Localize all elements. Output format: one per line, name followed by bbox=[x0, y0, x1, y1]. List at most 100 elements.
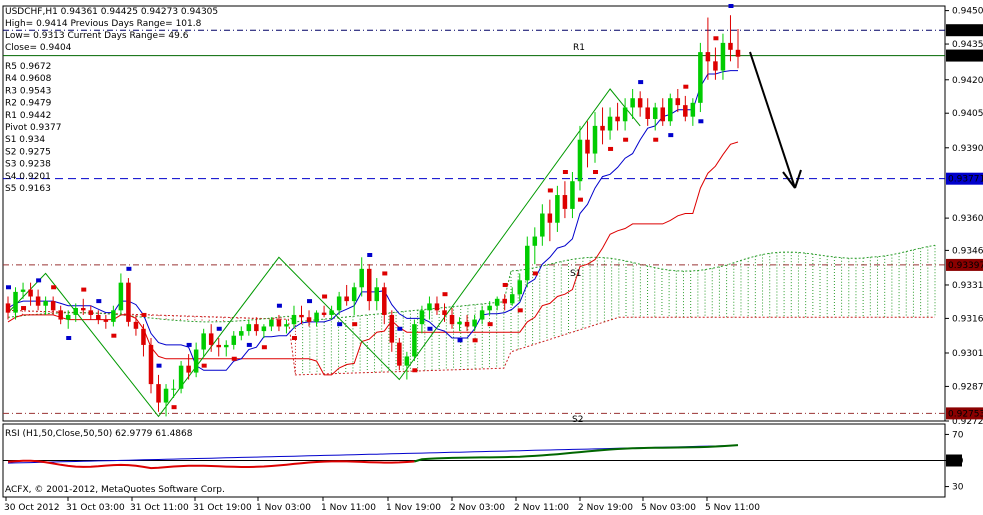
s2-label: S2 bbox=[572, 415, 583, 425]
candle-body bbox=[457, 321, 462, 325]
candle-body bbox=[494, 298, 500, 306]
candle-body bbox=[427, 303, 432, 311]
candle-body bbox=[163, 388, 169, 403]
sar-marker bbox=[517, 308, 523, 313]
pivot-level-label: S1 0.934 bbox=[5, 135, 45, 145]
main-plot-frame bbox=[2, 5, 946, 422]
sar-marker bbox=[728, 4, 734, 8]
price-label: 0.94415 bbox=[948, 26, 983, 36]
sar-marker bbox=[307, 299, 313, 304]
pivot-level-label: R3 0.9543 bbox=[5, 86, 51, 96]
candle-body bbox=[735, 49, 741, 57]
y-tick-label: 0.94355 bbox=[952, 40, 983, 50]
candle-body bbox=[50, 301, 56, 311]
candle-body bbox=[111, 310, 116, 322]
candle-body bbox=[171, 388, 176, 390]
candle-body bbox=[65, 314, 71, 320]
candle-body bbox=[186, 365, 191, 373]
forecast-arrow-head bbox=[782, 169, 802, 189]
rsi-title: RSI (H1,50,Close,50,50) 62.9779 61.4868 bbox=[5, 429, 193, 439]
candle-body bbox=[434, 303, 440, 311]
candle-body bbox=[321, 312, 327, 315]
candle-body bbox=[351, 287, 357, 302]
candle-body bbox=[592, 125, 598, 154]
candle-body bbox=[668, 98, 673, 122]
candles-group bbox=[5, 15, 741, 417]
rsi-level-box bbox=[946, 454, 962, 467]
candle-body bbox=[382, 287, 387, 315]
candle-body bbox=[547, 213, 553, 223]
candle-body bbox=[35, 296, 41, 306]
sar-marker bbox=[96, 299, 102, 304]
pivot-level-label: S3 0.9238 bbox=[5, 160, 51, 170]
candle-body bbox=[239, 331, 244, 336]
candle-body bbox=[705, 52, 711, 62]
sar-marker bbox=[668, 133, 674, 138]
candle-body bbox=[374, 287, 380, 302]
price-label-box bbox=[946, 49, 983, 62]
sar-marker bbox=[472, 338, 478, 343]
candle-body bbox=[555, 195, 560, 223]
candle-body bbox=[299, 314, 304, 318]
rsi-level-label: 50 bbox=[948, 457, 960, 467]
price-label-box bbox=[946, 172, 983, 185]
x-tick-label: 31 Oct 03:00 bbox=[66, 503, 125, 513]
candle-body bbox=[645, 107, 650, 119]
candle-body bbox=[472, 319, 477, 327]
candle-body bbox=[96, 314, 101, 320]
header-high: High= 0.9414 Previous Days Range= 101.8 bbox=[5, 19, 202, 29]
candle-body bbox=[133, 321, 139, 329]
sar-marker bbox=[186, 342, 192, 347]
candle-body bbox=[698, 52, 703, 103]
candle-body bbox=[344, 296, 349, 302]
y-tick-label: 0.94055 bbox=[952, 109, 983, 119]
candle-body bbox=[359, 268, 364, 288]
sar-marker bbox=[126, 266, 132, 271]
x-tick-label: 5 Nov 11:00 bbox=[705, 503, 760, 513]
pivot-level-label: Pivot 0.9377 bbox=[5, 123, 61, 133]
kijun-line bbox=[7, 141, 739, 376]
x-tick-label: 30 Oct 2012 bbox=[4, 503, 60, 513]
candle-body bbox=[713, 61, 718, 71]
candle-body bbox=[43, 301, 48, 306]
x-tick-label: 31 Oct 19:00 bbox=[193, 503, 252, 513]
sar-marker bbox=[337, 322, 343, 327]
candle-body bbox=[464, 321, 470, 327]
sar-marker bbox=[111, 333, 117, 338]
sar-marker bbox=[683, 84, 689, 89]
price-label: 0.93397 bbox=[948, 261, 983, 271]
sar-marker bbox=[276, 303, 282, 308]
header-symbol: USDCHF,H1 0.94361 0.94425 0.94273 0.9430… bbox=[5, 7, 218, 17]
candle-body bbox=[193, 349, 199, 373]
header-close: Close= 0.9404 bbox=[5, 43, 72, 53]
candle-body bbox=[156, 384, 161, 403]
candle-body bbox=[254, 324, 259, 332]
candle-body bbox=[525, 245, 530, 281]
candle-body bbox=[81, 308, 86, 311]
sar-marker bbox=[36, 278, 42, 283]
candle-body bbox=[389, 314, 395, 343]
candle-body bbox=[246, 324, 252, 332]
sar-marker bbox=[442, 292, 448, 297]
sar-marker bbox=[201, 363, 207, 368]
sar-marker bbox=[427, 326, 433, 331]
y-tick-label: 0.93905 bbox=[952, 144, 983, 154]
pivot-level-label: S2 0.9275 bbox=[5, 147, 51, 157]
candle-body bbox=[336, 296, 342, 311]
candle-body bbox=[126, 282, 131, 322]
x-tick-label: 5 Nov 03:00 bbox=[641, 503, 696, 513]
candle-body bbox=[103, 319, 109, 322]
candle-body bbox=[5, 303, 11, 313]
price-label-box bbox=[946, 407, 983, 420]
senkou-span-a bbox=[7, 309, 935, 376]
sar-marker bbox=[653, 137, 659, 142]
candle-body bbox=[148, 344, 154, 385]
sar-marker bbox=[638, 80, 644, 85]
sar-marker bbox=[291, 336, 297, 340]
candle-body bbox=[366, 268, 372, 302]
candle-body bbox=[517, 280, 523, 295]
candle-body bbox=[269, 319, 274, 327]
sar-marker bbox=[367, 253, 373, 257]
